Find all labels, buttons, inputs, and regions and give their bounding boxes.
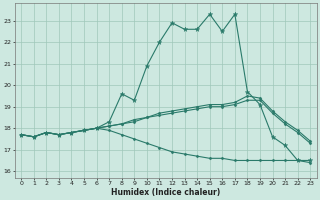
X-axis label: Humidex (Indice chaleur): Humidex (Indice chaleur)	[111, 188, 220, 197]
